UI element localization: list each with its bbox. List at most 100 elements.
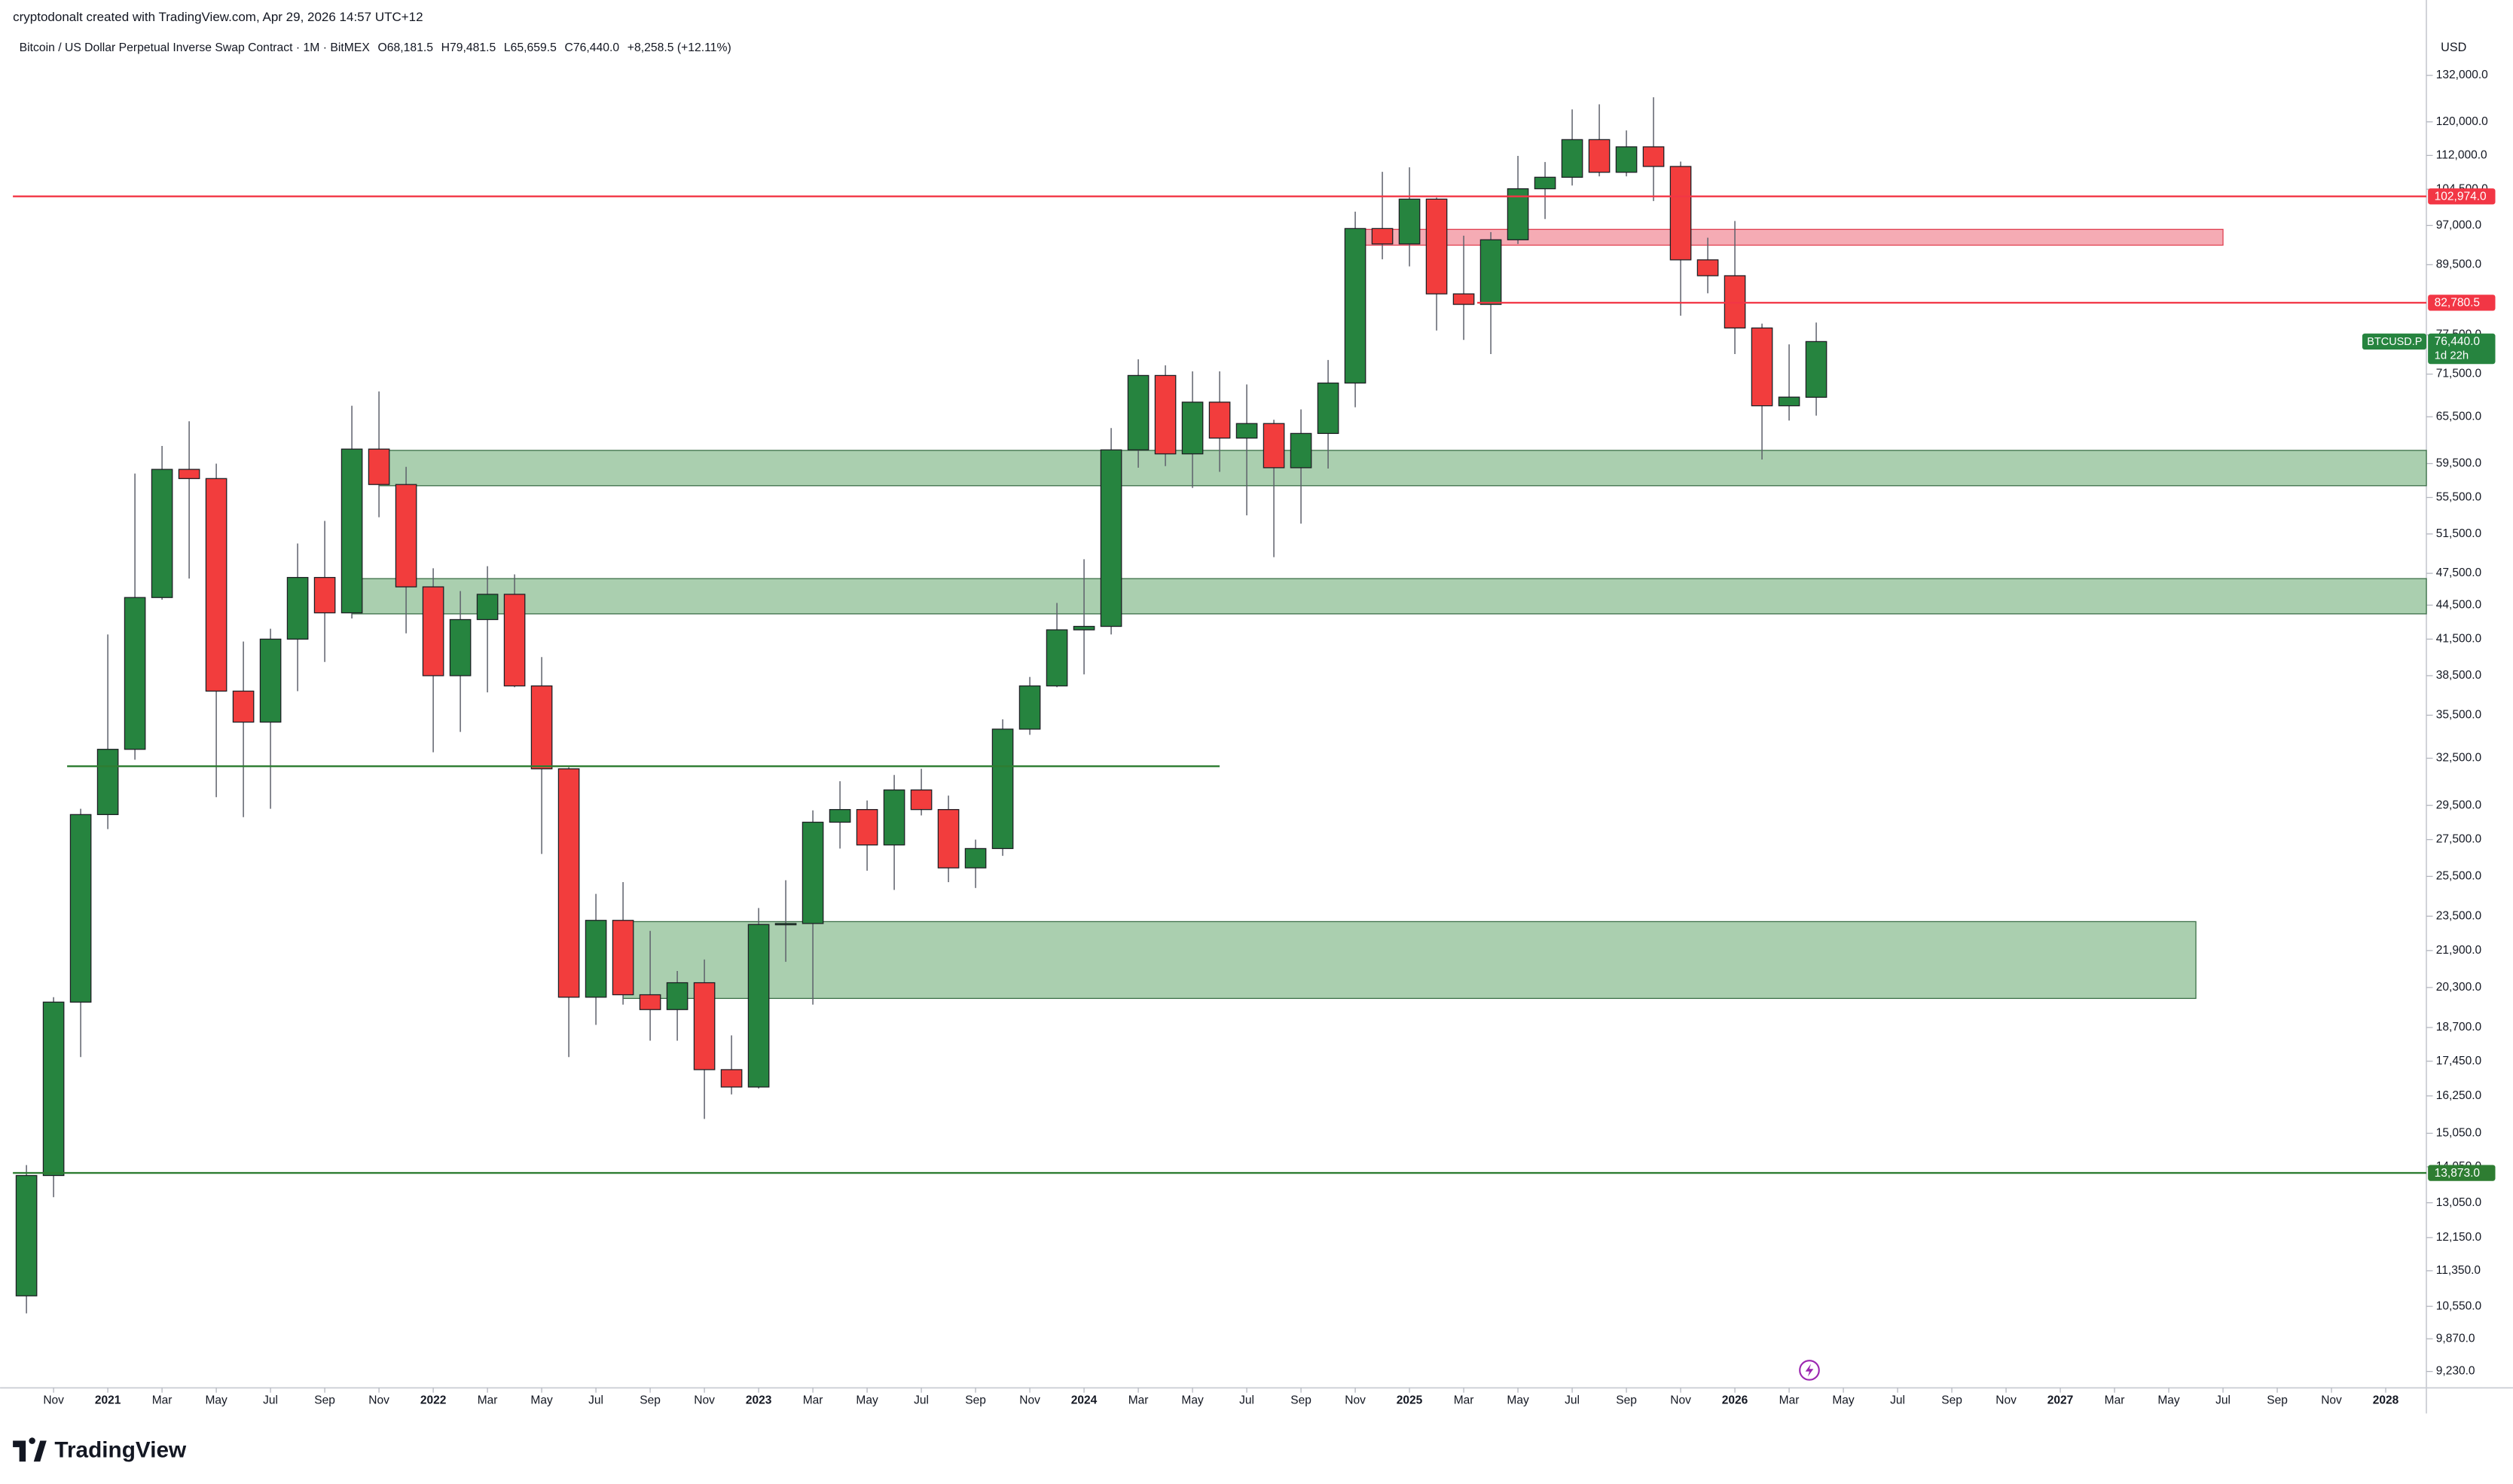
price-label: 102,974.0	[2435, 190, 2487, 203]
x-tick-label: 2022	[420, 1394, 447, 1406]
zone	[378, 450, 2427, 487]
candle-body	[503, 594, 526, 687]
candle-body	[259, 638, 282, 723]
candle-body	[1317, 382, 1339, 435]
x-tick-label: Sep	[640, 1394, 661, 1406]
candle-body	[1642, 146, 1665, 167]
candle-body	[15, 1174, 38, 1296]
candle-body	[639, 994, 661, 1010]
candle-body	[964, 847, 987, 869]
high-value: H79,481.5	[441, 41, 496, 54]
candle-body	[1696, 259, 1719, 276]
x-tick-label: 2027	[2047, 1394, 2074, 1406]
x-tick-label: May	[2157, 1394, 2180, 1406]
zone	[351, 578, 2427, 615]
alert-bolt	[1805, 1363, 1814, 1377]
plot-area: 132,000.0120,000.0112,000.0104,500.097,0…	[13, 69, 2496, 1406]
candle-body	[1263, 423, 1285, 469]
x-tick-label: 2028	[2373, 1394, 2399, 1406]
candle-body	[1127, 374, 1150, 450]
x-tick-label: Mar	[2105, 1394, 2125, 1406]
logo-text: TradingView	[54, 1437, 187, 1462]
y-tick-label: 9,230.0	[2436, 1365, 2475, 1378]
candle-body	[1290, 432, 1312, 469]
last-price-label: 76,440.0	[2435, 335, 2481, 348]
x-tick-label: Jul	[1565, 1394, 1580, 1406]
candle-body	[1561, 139, 1583, 178]
x-tick-label: Sep	[1290, 1394, 1311, 1406]
candle-body	[42, 1001, 65, 1177]
x-tick-label: 2024	[1071, 1394, 1098, 1406]
x-tick-label: 2021	[95, 1394, 121, 1406]
x-tick-label: Nov	[368, 1394, 389, 1406]
candle-body	[395, 484, 417, 588]
price-label-box	[2428, 1165, 2496, 1181]
y-tick-label: 11,350.0	[2436, 1264, 2481, 1277]
y-tick-label: 21,900.0	[2436, 944, 2482, 957]
candle-body	[476, 594, 499, 621]
candle-body	[368, 448, 390, 485]
candle-body	[802, 821, 824, 924]
x-tick-label: May	[1181, 1394, 1204, 1406]
logo[interactable]: TradingView	[13, 1437, 187, 1462]
x-tick-label: Jul	[2215, 1394, 2231, 1406]
candle-body	[720, 1069, 743, 1088]
y-tick-label: 16,250.0	[2436, 1089, 2482, 1102]
candle-body	[449, 618, 472, 676]
candle-body	[1425, 198, 1448, 295]
x-tick-label: Nov	[1019, 1394, 1040, 1406]
y-tick-label: 32,500.0	[2436, 752, 2482, 765]
y-tick-label: 89,500.0	[2436, 258, 2482, 271]
y-tick-label: 20,300.0	[2436, 981, 2482, 994]
candle-body	[557, 768, 580, 998]
x-tick-label: Jul	[914, 1394, 929, 1406]
y-tick-label: 17,450.0	[2436, 1055, 2482, 1067]
open-value: O68,181.5	[377, 41, 433, 54]
x-tick-label: Jul	[263, 1394, 278, 1406]
y-tick-label: 12,150.0	[2436, 1231, 2482, 1244]
created-caption: cryptodonalt created with TradingView.co…	[13, 10, 423, 24]
x-tick-label: May	[205, 1394, 227, 1406]
candle-body	[232, 690, 255, 723]
price-label-box	[2428, 295, 2496, 311]
x-tick-label: Mar	[1128, 1394, 1149, 1406]
candle-body	[96, 749, 119, 815]
candle-body	[1046, 629, 1068, 687]
candle-body	[340, 448, 363, 614]
candle-body	[1588, 139, 1611, 173]
x-tick-label: May	[856, 1394, 878, 1406]
y-tick-label: 35,500.0	[2436, 709, 2482, 722]
candle-body	[991, 728, 1014, 850]
candle-body	[1534, 176, 1556, 190]
candle-body	[1724, 275, 1746, 329]
candle-body	[666, 982, 689, 1010]
candle-body	[693, 982, 716, 1070]
alert-icon[interactable]	[1799, 1360, 1820, 1381]
y-tick-label: 38,500.0	[2436, 669, 2482, 682]
candle-body	[422, 586, 444, 676]
y-tick-label: 27,500.0	[2436, 833, 2482, 846]
logo-mark	[13, 1437, 47, 1462]
candle-body	[1154, 374, 1177, 455]
price-label: 13,873.0	[2435, 1167, 2481, 1180]
candle-body	[530, 685, 553, 770]
x-tick-label: May	[1507, 1394, 1529, 1406]
candle-body	[829, 809, 851, 823]
y-tick-label: 29,500.0	[2436, 798, 2482, 811]
y-tick-label: 59,500.0	[2436, 457, 2482, 470]
x-tick-label: Nov	[1995, 1394, 2017, 1406]
candle-body	[1181, 402, 1204, 455]
alert-circle	[1799, 1360, 1820, 1381]
x-tick-label: Sep	[1941, 1394, 1962, 1406]
y-tick-label: 112,000.0	[2436, 148, 2487, 161]
candle-body	[937, 809, 960, 869]
y-tick-label: 71,500.0	[2436, 368, 2482, 380]
y-tick-label: 132,000.0	[2436, 69, 2488, 81]
x-tick-label: Jul	[1890, 1394, 1905, 1406]
y-tick-label: 13,050.0	[2436, 1196, 2482, 1209]
candle-body	[774, 923, 797, 926]
countdown: 1d 22h	[2435, 350, 2469, 362]
x-tick-label: Sep	[1616, 1394, 1637, 1406]
x-tick-label: Nov	[1345, 1394, 1366, 1406]
last-price-box	[2428, 333, 2496, 365]
